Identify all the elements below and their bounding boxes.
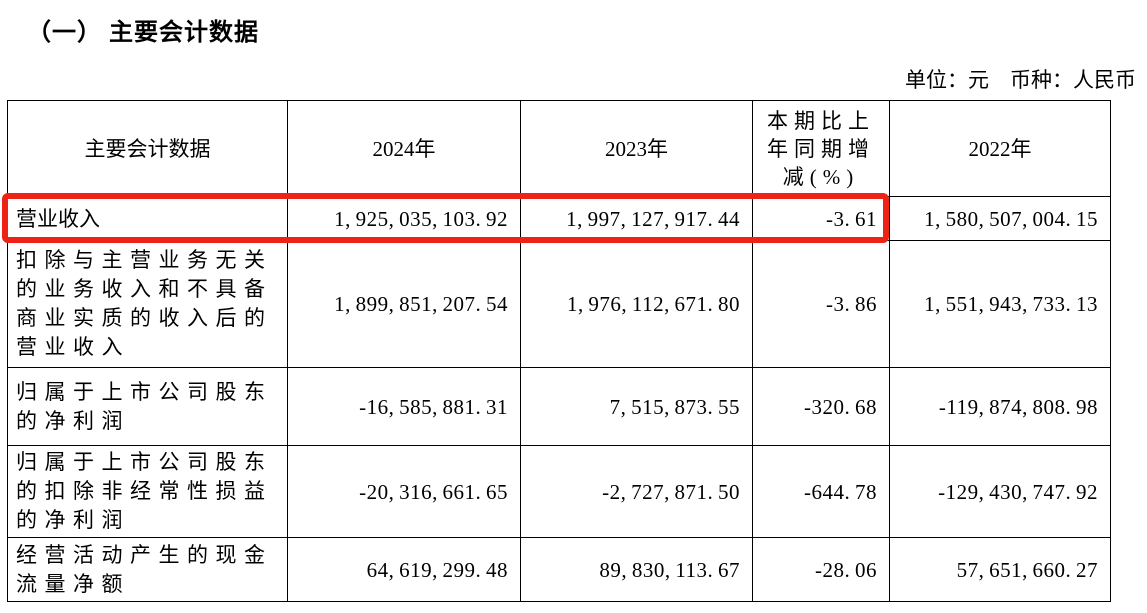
- value-cell-y2023: -2, 727, 871. 50: [520, 445, 753, 538]
- table-row-0: 营业收入 1, 925, 035, 103. 92 1, 997, 127, 917…: [7, 196, 1111, 241]
- value-cell-y2024: -20, 316, 661. 65: [287, 445, 521, 538]
- value-cell-y2023: 1, 976, 112, 671. 80: [520, 240, 753, 368]
- value-cell-y2024: 64, 619, 299. 48: [287, 537, 521, 602]
- header-cell-1: 2024年: [287, 100, 521, 197]
- table-row-3: 归属于上市公司股东的扣除非经常性损益的净利润 -20, 316, 661. 65-…: [7, 445, 1111, 538]
- row-label-cell: 扣除与主营业务无关的业务收入和不具备商业实质的收入后的营业收入: [7, 240, 288, 368]
- value-cell-y2023: 89, 830, 113. 67: [520, 537, 753, 602]
- row-label-cell: 经营活动产生的现金流量净额: [7, 537, 288, 602]
- value-cell-y2024: -16, 585, 881. 31: [287, 367, 521, 446]
- header-cell-3: 本期比上 年同期增 减(%): [752, 100, 890, 197]
- value-cell-change_pct: -644. 78: [752, 445, 890, 538]
- table-row-1: 扣除与主营业务无关的业务收入和不具备商业实质的收入后的营业收入 1, 899, 8…: [7, 240, 1111, 368]
- accounting-data-table: 主要会计数据 2024年 2023年 本期比上 年同期增 减(%) 2022年 营业收入…: [7, 100, 1111, 602]
- table-row-4: 经营活动产生的现金流量净额 64, 619, 299. 48 89, 830, 11…: [7, 537, 1111, 602]
- table-row-2: 归属于上市公司股东的净利润 -16, 585, 881. 31 7, 515, 87…: [7, 367, 1111, 446]
- value-cell-y2022: 57, 651, 660. 27: [889, 537, 1111, 602]
- value-cell-y2023: 7, 515, 873. 55: [520, 367, 753, 446]
- value-cell-y2022: -129, 430, 747. 92: [889, 445, 1111, 538]
- header-cell-0: 主要会计数据: [7, 100, 288, 197]
- value-cell-y2023: 1, 997, 127, 917. 44: [520, 196, 753, 241]
- row-label-cell: 营业收入: [7, 196, 288, 241]
- row-label-cell: 归属于上市公司股东的扣除非经常性损益的净利润: [7, 445, 288, 538]
- value-cell-y2022: 1, 580, 507, 004. 15: [889, 196, 1111, 241]
- value-cell-y2024: 1, 899, 851, 207. 54: [287, 240, 521, 368]
- value-cell-y2022: 1, 551, 943, 733. 13: [889, 240, 1111, 368]
- value-cell-change_pct: -3. 86: [752, 240, 890, 368]
- value-cell-y2024: 1, 925, 035, 103. 92: [287, 196, 521, 241]
- header-cell-4: 2022年: [889, 100, 1111, 197]
- value-cell-change_pct: -320. 68: [752, 367, 890, 446]
- unit-currency-note: 单位：元 币种：人民币: [905, 68, 1136, 92]
- value-cell-y2022: -119, 874, 808. 98: [889, 367, 1111, 446]
- section-title: （一） 主要会计数据: [27, 20, 259, 46]
- value-cell-change_pct: -3. 61: [752, 196, 890, 241]
- table-header-row: 主要会计数据 2024年 2023年 本期比上 年同期增 减(%) 2022年: [7, 100, 1111, 197]
- value-cell-change_pct: -28. 06: [752, 537, 890, 602]
- row-label-cell: 归属于上市公司股东的净利润: [7, 367, 288, 446]
- header-cell-2: 2023年: [520, 100, 753, 197]
